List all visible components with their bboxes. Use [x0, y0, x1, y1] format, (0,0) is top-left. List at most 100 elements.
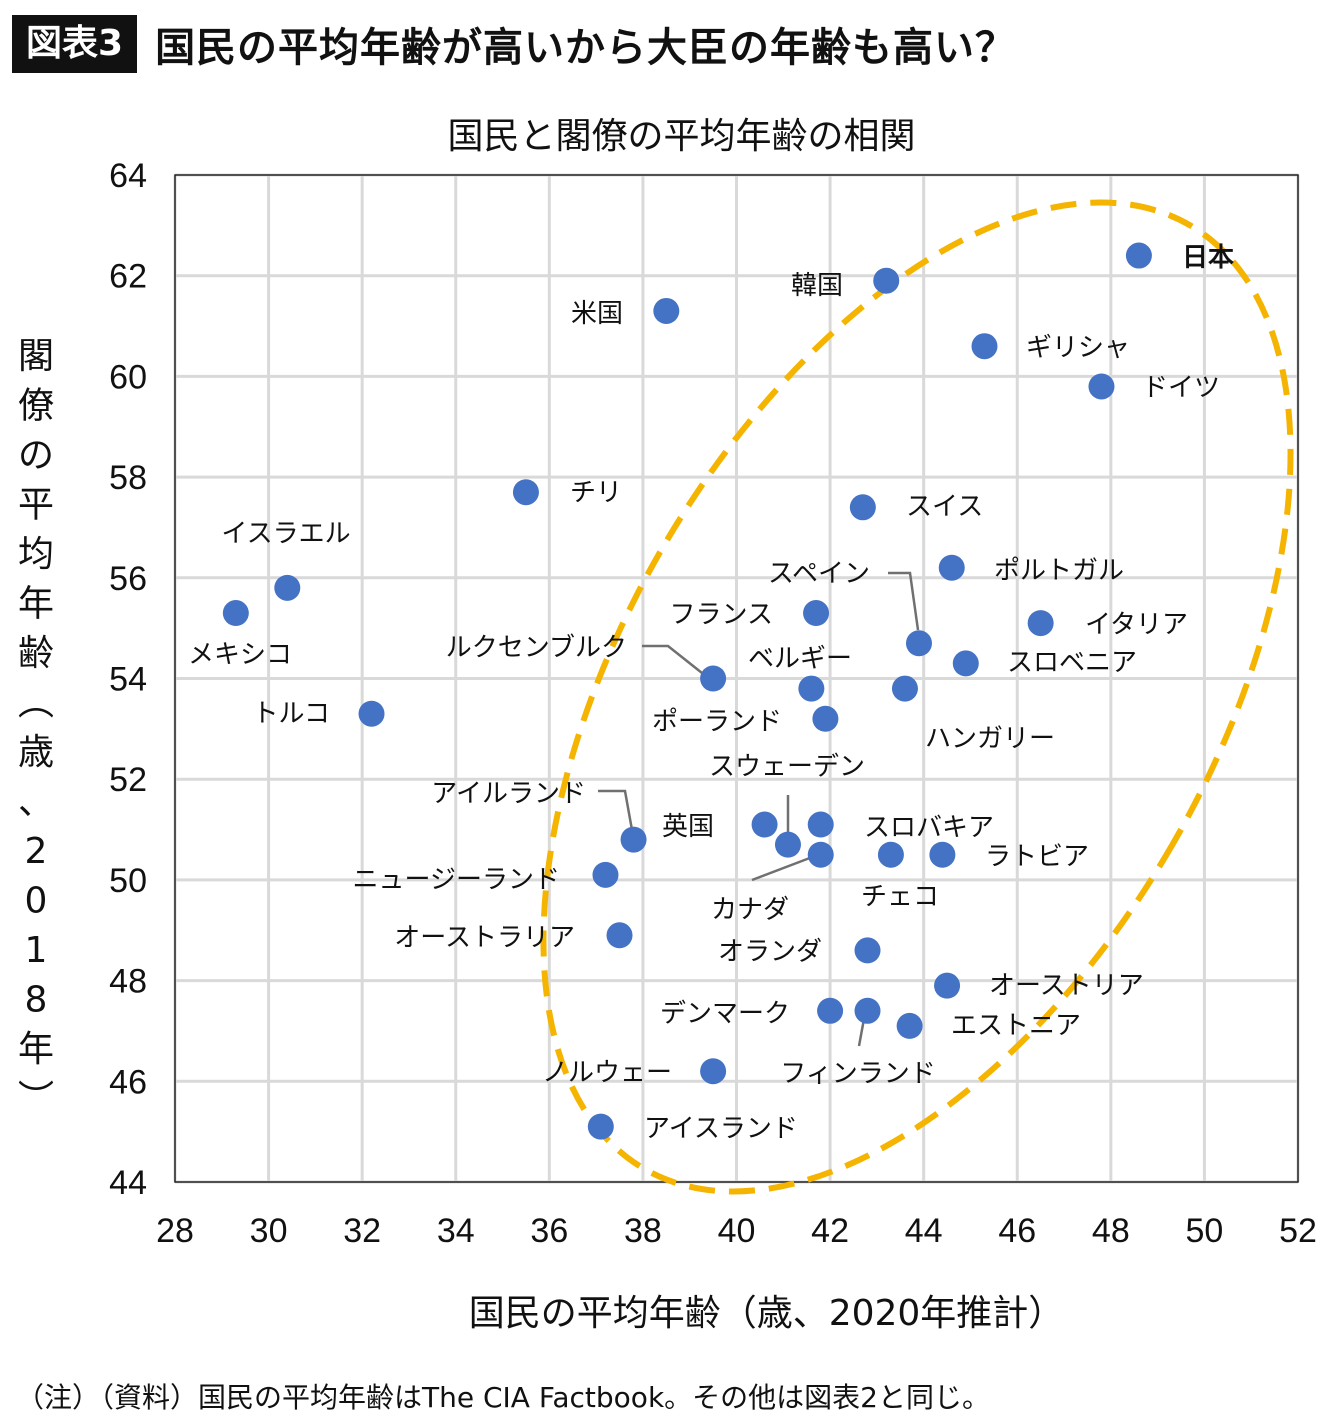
y-axis-label-char: 0 [25, 881, 48, 922]
y-tick-label: 48 [109, 963, 147, 1001]
data-point-label: フィンランド [780, 1059, 935, 1089]
highlight-ellipse [540, 199, 1294, 1195]
data-point [1125, 242, 1152, 269]
leader-line [888, 571, 920, 631]
y-tick-label: 64 [109, 157, 147, 195]
data-point [798, 675, 825, 702]
y-axis-label-char: 歳 [18, 732, 54, 773]
chart-title: 国民と閣僚の平均年齢の相関 [447, 116, 915, 157]
x-tick-label: 34 [437, 1212, 475, 1250]
data-point-label: スロバキア [864, 813, 994, 843]
figure-header: 図表3 国民の平均年齢が高いから大臣の年齢も高い？ [12, 14, 1016, 74]
data-point [891, 675, 918, 702]
data-point-label: オーストリア [989, 971, 1144, 1001]
x-tick-label: 44 [905, 1212, 943, 1250]
data-point [854, 937, 881, 964]
data-point [751, 811, 778, 838]
y-axis-label-char: 8 [25, 980, 48, 1021]
data-point [222, 600, 249, 627]
data-point-label: ニュージーランド [353, 865, 560, 895]
data-point-label: ドイツ [1142, 373, 1220, 403]
data-point [620, 826, 647, 853]
data-point-label: フランス [670, 600, 773, 630]
data-point-label: トルコ [253, 699, 330, 729]
x-axis-label: 国民の平均年齢（歳、2020年推計） [469, 1293, 1065, 1334]
data-point-label: エストニア [951, 1011, 1081, 1041]
data-point-label: カナダ [711, 895, 789, 925]
y-axis-label-char: 2 [25, 831, 48, 872]
data-point-label: ハンガリー [925, 724, 1055, 754]
data-point [587, 1113, 614, 1140]
y-axis-label-char: 、 [18, 782, 54, 823]
data-point-label: ノルウェー [542, 1058, 672, 1088]
figure-number-badge: 図表3 [12, 15, 138, 73]
figure-headline: 国民の平均年齢が高いから大臣の年齢も高い？ [155, 25, 1017, 71]
data-point [938, 554, 965, 581]
data-point-label: ギリシャ [1026, 333, 1130, 363]
scatter-chart: 28 30 32 34 36 38 40 42 44 46 48 50 5244464850525456… [18, 116, 1317, 1334]
y-tick-label: 50 [109, 862, 147, 900]
leader-line [598, 789, 634, 831]
data-point-label: オーストラリア [394, 923, 575, 953]
data-point [1027, 610, 1054, 637]
data-point-label: オランダ [718, 937, 822, 967]
x-tick-label: 30 [250, 1212, 288, 1250]
data-point [849, 494, 876, 521]
y-tick-label: 46 [109, 1063, 147, 1101]
data-point-label: 韓国 [791, 271, 843, 301]
data-point-label: スイス [906, 492, 983, 522]
data-point-label: 英国 [662, 812, 714, 842]
data-point-label: ベルギー [748, 644, 852, 674]
data-point [700, 1058, 727, 1085]
x-tick-label: 48 [1092, 1212, 1130, 1250]
y-axis-label-char: 1 [25, 930, 48, 971]
data-point [934, 972, 961, 999]
y-tick-label: 60 [109, 358, 147, 396]
data-point [952, 650, 979, 677]
y-axis-label-char: の [18, 435, 54, 476]
leader-line [751, 854, 816, 882]
y-axis-label-char: 僚 [18, 386, 54, 427]
y-tick-label: 44 [109, 1164, 147, 1202]
data-point-label: 米国 [571, 299, 623, 329]
y-axis-label-char: 平 [18, 485, 54, 526]
data-point-label: イタリア [1085, 610, 1188, 640]
data-point [653, 297, 680, 324]
data-point [817, 997, 844, 1024]
data-point-label: チリ [570, 478, 622, 508]
data-point [700, 665, 727, 692]
data-point-label: ラトビア [985, 842, 1089, 872]
y-axis-label-char: ︵ [18, 683, 54, 724]
data-point-label: イスラエル [221, 519, 350, 549]
data-point [803, 600, 830, 627]
data-point [1088, 373, 1115, 400]
data-point [929, 841, 956, 868]
data-point [807, 841, 834, 868]
data-point-label: ポルトガル [994, 556, 1124, 586]
data-point-label: アイスランド [644, 1114, 798, 1144]
data-point [905, 630, 932, 657]
data-point-label: 日本 [1182, 243, 1234, 273]
y-axis-label-char: 齢 [18, 633, 54, 674]
data-point [606, 922, 633, 949]
x-tick-label: 42 [811, 1212, 849, 1250]
data-point [512, 479, 539, 506]
x-tick-label: 32 [343, 1212, 381, 1250]
x-tick-label: 38 [624, 1212, 662, 1250]
data-point-label: ポーランド [652, 707, 782, 737]
y-axis-label-char: 閣 [18, 336, 54, 377]
data-point [873, 267, 900, 294]
data-point [358, 700, 385, 727]
data-point [812, 705, 839, 732]
y-axis-label-char: 均 [18, 534, 54, 575]
x-tick-label: 28 [156, 1212, 194, 1250]
x-tick-label: 36 [530, 1212, 568, 1250]
plot-frame [174, 174, 1299, 1183]
data-point [807, 811, 834, 838]
data-point-label: スペイン [768, 559, 870, 589]
data-point-label: ルクセンブルク [446, 633, 627, 663]
y-tick-label: 62 [109, 258, 147, 296]
data-point [274, 574, 301, 601]
data-point [971, 333, 998, 360]
y-tick-label: 52 [109, 761, 147, 799]
